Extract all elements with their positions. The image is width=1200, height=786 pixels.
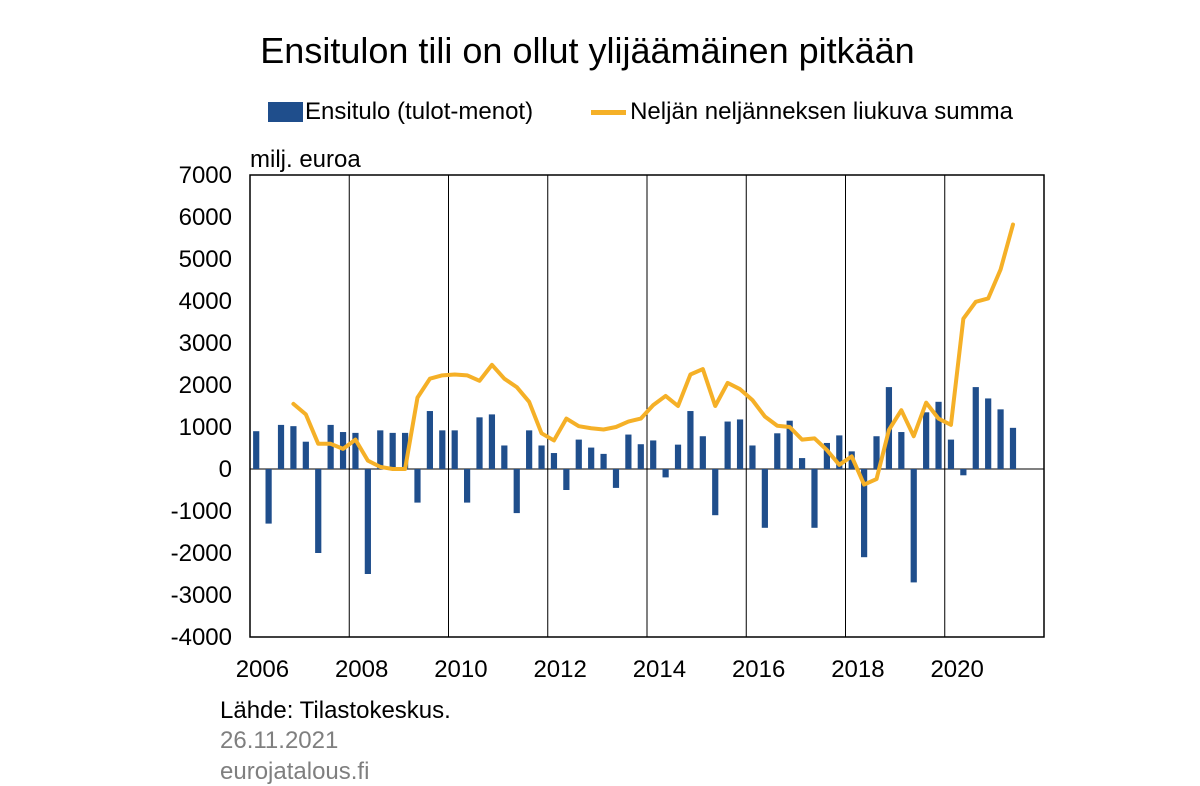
bar xyxy=(600,453,607,469)
bar xyxy=(389,432,396,469)
bar xyxy=(898,432,905,469)
bar xyxy=(277,424,285,469)
bar xyxy=(265,469,272,524)
bar xyxy=(798,458,806,469)
bar xyxy=(947,439,955,469)
chart-title: Ensitulon tili on ollut ylijäämäinen pit… xyxy=(260,30,915,71)
bar xyxy=(650,440,657,469)
bar xyxy=(513,469,520,514)
x-tick-label: 2006 xyxy=(236,656,289,683)
bar xyxy=(687,411,694,469)
bar xyxy=(761,469,768,528)
legend-swatch-bars xyxy=(268,102,303,122)
bar xyxy=(774,433,781,469)
bar xyxy=(786,420,793,469)
bar xyxy=(352,432,359,469)
bar xyxy=(476,417,483,469)
y-tick-label: 2000 xyxy=(179,372,232,399)
y-tick-label: 7000 xyxy=(179,162,232,189)
bar xyxy=(526,430,533,469)
bar xyxy=(538,445,545,469)
bar xyxy=(612,469,620,488)
y-tick-label: 3000 xyxy=(179,330,232,357)
bar xyxy=(736,419,744,469)
bar xyxy=(997,409,1004,469)
y-tick-label: 1000 xyxy=(179,414,232,441)
legend-label-line: Neljän neljänneksen liukuva summa xyxy=(630,98,1013,125)
chart: 7000 6000 5000 4000 3000 2000 1000 0 -1000 -2000 -… xyxy=(171,146,1045,683)
y-tick-label: 5000 xyxy=(179,246,232,273)
bar xyxy=(724,421,731,469)
y-tick-label: -1000 xyxy=(171,498,232,525)
site-note: eurojatalous.fi xyxy=(220,758,370,785)
bar xyxy=(501,445,508,469)
bar xyxy=(972,387,979,469)
bar xyxy=(290,426,297,469)
legend-item-line: Neljän neljänneksen liukuva summa xyxy=(591,98,1013,126)
bar xyxy=(488,414,496,469)
y-tick-label: -2000 xyxy=(171,540,232,567)
bar xyxy=(873,436,880,469)
bar xyxy=(377,430,384,469)
bar xyxy=(985,398,992,469)
y-unit-label: milj. euroa xyxy=(250,146,361,173)
bar xyxy=(749,445,756,469)
bar xyxy=(823,442,830,469)
frame-layer xyxy=(249,174,1045,638)
bar xyxy=(1009,427,1017,469)
source-note: Lähde: Tilastokeskus. xyxy=(220,697,451,724)
legend: Ensitulo (tulot-menot) Neljän neljänneks… xyxy=(268,98,1071,126)
plot-frame xyxy=(249,174,1045,638)
x-tick-label: 2010 xyxy=(434,656,487,683)
x-tick-label: 2020 xyxy=(930,656,983,683)
bar xyxy=(327,424,334,469)
bar xyxy=(401,432,409,469)
bar xyxy=(674,444,682,469)
y-tick-label: 0 xyxy=(219,456,232,483)
bar xyxy=(712,469,719,516)
bar xyxy=(811,469,818,528)
y-tick-label: 6000 xyxy=(179,204,232,231)
bar xyxy=(315,469,322,553)
bar xyxy=(699,436,706,469)
bar xyxy=(464,469,471,503)
moving-sum-line xyxy=(291,222,1015,487)
x-tick-label: 2012 xyxy=(533,656,586,683)
bar xyxy=(625,434,632,469)
bar xyxy=(451,430,458,469)
bar xyxy=(923,412,930,469)
y-tick-label: -3000 xyxy=(171,582,232,609)
y-tick-label: -4000 xyxy=(171,624,232,651)
bar xyxy=(637,444,644,469)
bar xyxy=(563,469,570,490)
x-tick-label: 2014 xyxy=(633,656,686,683)
bar xyxy=(550,453,558,469)
bar xyxy=(662,469,669,478)
x-tick-label: 2008 xyxy=(335,656,388,683)
bar xyxy=(910,469,917,583)
bar xyxy=(861,469,868,558)
x-tick-label: 2018 xyxy=(831,656,884,683)
bar xyxy=(575,439,582,469)
date-note: 26.11.2021 xyxy=(220,727,339,754)
y-tick-label: 4000 xyxy=(179,288,232,315)
bar xyxy=(588,447,595,469)
bar xyxy=(439,430,446,469)
bar xyxy=(935,401,942,469)
bars-layer xyxy=(253,387,1017,583)
line-layer xyxy=(291,222,1015,487)
bar xyxy=(302,441,309,469)
bar xyxy=(426,411,433,469)
bar xyxy=(960,469,967,476)
axis-layer: 7000 6000 5000 4000 3000 2000 1000 0 -1000 -2000 -… xyxy=(171,146,984,683)
bar xyxy=(253,431,260,469)
legend-swatch-line xyxy=(591,109,627,115)
bar xyxy=(414,469,421,503)
bar xyxy=(836,435,843,469)
bar xyxy=(364,469,371,574)
x-tick-label: 2016 xyxy=(732,656,785,683)
legend-item-bars: Ensitulo (tulot-menot) xyxy=(268,98,533,126)
legend-label-bars: Ensitulo (tulot-menot) xyxy=(305,98,534,125)
